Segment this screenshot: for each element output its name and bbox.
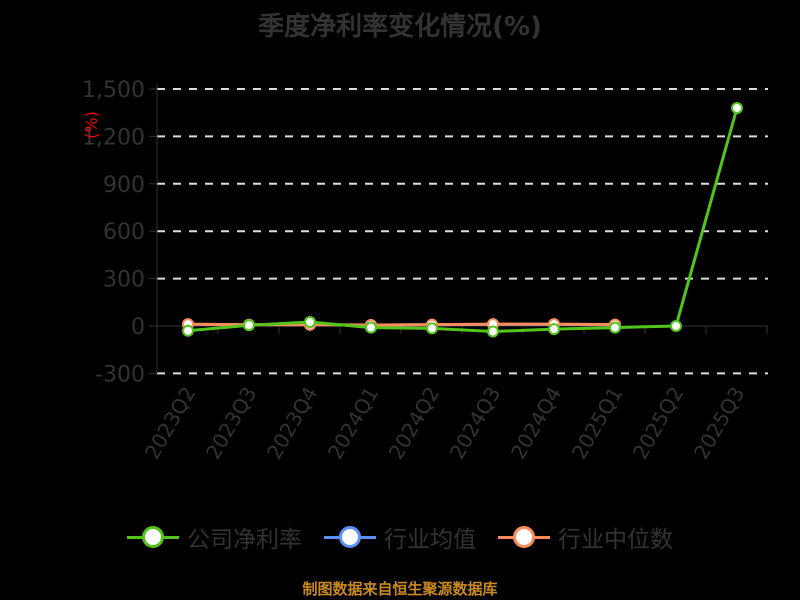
y-tick-label: 600	[103, 220, 145, 245]
y-tick-label: 1,500	[82, 78, 145, 103]
x-tick-label: 2025Q2	[628, 383, 688, 464]
source-footer: 制图数据来自恒生聚源数据库	[302, 580, 498, 598]
x-tick-label: 2024Q1	[323, 383, 383, 464]
series-lines	[182, 101, 743, 338]
data-point	[304, 316, 316, 329]
legend-item[interactable]: 公司净利率	[127, 520, 302, 554]
data-point	[548, 323, 560, 336]
chart-title: 季度净利率变化情况(%)	[258, 12, 542, 42]
data-point	[609, 321, 621, 334]
x-axis: 2023Q2 2023Q3 2023Q4 2024Q1 2024Q2 2024Q3 2024…	[140, 325, 768, 464]
y-tick-label: -300	[95, 362, 145, 387]
data-point	[182, 324, 194, 337]
legend: 公司净利率 行业均值 行业中位数	[0, 520, 800, 554]
data-point	[731, 101, 743, 114]
legend-label: 行业均值	[384, 527, 476, 553]
y-axis: -300 0 300 600 900 1,200 1,500	[82, 78, 158, 387]
legend-marker-icon	[498, 526, 550, 548]
y-tick-label: 300	[103, 268, 145, 293]
x-tick-label: 2024Q4	[506, 383, 566, 464]
legend-label: 公司净利率	[187, 527, 302, 553]
legend-label: 行业中位数	[558, 527, 673, 553]
y-unit-label: (%)	[82, 111, 101, 139]
y-tick-label: 900	[103, 173, 145, 198]
legend-marker-icon	[324, 526, 376, 548]
x-tick-label: 2023Q2	[140, 383, 200, 464]
x-tick-label: 2024Q2	[384, 383, 444, 464]
data-point	[670, 320, 682, 332]
legend-item[interactable]: 行业均值	[324, 520, 476, 554]
x-tick-label: 2024Q3	[445, 383, 505, 464]
data-point	[426, 322, 438, 335]
data-point	[243, 319, 255, 332]
x-tick-label: 2023Q4	[262, 383, 322, 464]
y-tick-label: 1,200	[82, 125, 145, 150]
data-point	[487, 325, 499, 338]
x-tick-label: 2023Q3	[201, 383, 261, 464]
x-tick-label: 2025Q1	[567, 383, 627, 464]
x-tick-label: 2025Q3	[689, 383, 749, 464]
legend-marker-icon	[127, 526, 179, 548]
grid-lines	[157, 88, 768, 375]
data-point	[365, 321, 377, 334]
legend-item[interactable]: 行业中位数	[498, 520, 673, 554]
y-tick-label: 0	[131, 315, 145, 340]
